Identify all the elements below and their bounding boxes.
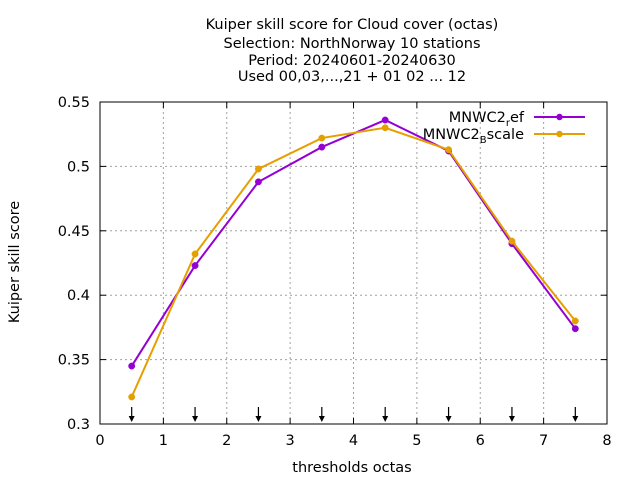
legend-entry-1: MNWC2ref <box>449 110 585 129</box>
data-point <box>571 325 579 333</box>
y-tick-label: 0.3 <box>67 417 90 433</box>
chart-title: Kuiper skill score for Cloud cover (octa… <box>206 17 499 85</box>
threshold-arrow-head <box>508 416 515 422</box>
data-point <box>191 262 199 270</box>
series-layer <box>128 116 579 401</box>
legend-marker <box>556 130 563 138</box>
data-point <box>318 143 326 151</box>
data-point <box>381 124 389 132</box>
legend-label-rest: ef <box>510 110 525 126</box>
data-point <box>128 362 136 370</box>
y-tick-label: 0.45 <box>58 224 90 240</box>
x-tick-label: 1 <box>159 433 168 449</box>
threshold-arrow <box>318 407 325 422</box>
threshold-arrow <box>508 407 515 422</box>
threshold-arrow-head <box>572 416 579 422</box>
axis-ticks: 0 1 2 3 4 5 6 7 8 0.3 0.35 0.4 0.45 0.5 0.55 <box>58 95 612 449</box>
legend-label: MNWC2Bscale <box>423 127 524 146</box>
legend-label-sub: r <box>506 118 511 129</box>
legend-label: MNWC2ref <box>449 110 525 129</box>
series-2 <box>128 124 579 401</box>
x-tick-label: 7 <box>539 433 548 449</box>
data-point <box>318 134 326 142</box>
data-point <box>128 393 136 401</box>
threshold-arrow-head <box>192 416 199 422</box>
data-point <box>381 116 389 124</box>
legend-label-main: MNWC2 <box>423 127 480 143</box>
grid <box>100 102 607 424</box>
threshold-arrow <box>255 407 262 422</box>
x-tick-label: 3 <box>286 433 295 449</box>
x-tick-label: 2 <box>222 433 231 449</box>
legend-label-main: MNWC2 <box>449 110 506 126</box>
x-tick-label: 0 <box>95 433 104 449</box>
data-point <box>254 178 262 186</box>
threshold-arrow <box>572 407 579 422</box>
x-tick-label: 5 <box>412 433 421 449</box>
threshold-arrow <box>382 407 389 422</box>
title-line-1: Kuiper skill score for Cloud cover (octa… <box>206 17 499 33</box>
series-line <box>130 126 577 398</box>
y-tick-label: 0.35 <box>58 353 90 369</box>
threshold-arrow-head <box>128 416 135 422</box>
threshold-arrows <box>128 407 579 422</box>
threshold-arrow-head <box>318 416 325 422</box>
title-line-3: Period: 20240601-20240630 <box>248 53 456 69</box>
threshold-arrow <box>445 407 452 422</box>
y-tick-label: 0.5 <box>67 159 90 175</box>
legend-marker <box>556 113 563 121</box>
x-tick-label: 8 <box>602 433 611 449</box>
data-point <box>254 165 262 173</box>
threshold-arrow-head <box>445 416 452 422</box>
x-tick-label: 6 <box>476 433 485 449</box>
threshold-arrow-head <box>382 416 389 422</box>
legend-label-rest: scale <box>487 127 524 143</box>
data-point <box>445 146 453 154</box>
legend-label-sub: B <box>480 135 487 146</box>
y-tick-label: 0.4 <box>67 288 90 304</box>
y-axis-label: Kuiper skill score <box>7 201 23 323</box>
y-tick-label: 0.55 <box>58 95 90 111</box>
threshold-arrow <box>128 407 135 422</box>
data-point <box>191 250 199 258</box>
x-tick-label: 4 <box>349 433 358 449</box>
title-line-4: Used 00,03,...,21 + 01 02 ... 12 <box>238 69 466 85</box>
threshold-arrow <box>192 407 199 422</box>
threshold-arrow-head <box>255 416 262 422</box>
title-line-2: Selection: NorthNorway 10 stations <box>224 36 481 52</box>
x-axis-label: thresholds octas <box>292 460 411 476</box>
legend-entry-2: MNWC2Bscale <box>423 127 585 146</box>
data-point <box>571 317 579 325</box>
data-point <box>508 237 516 245</box>
